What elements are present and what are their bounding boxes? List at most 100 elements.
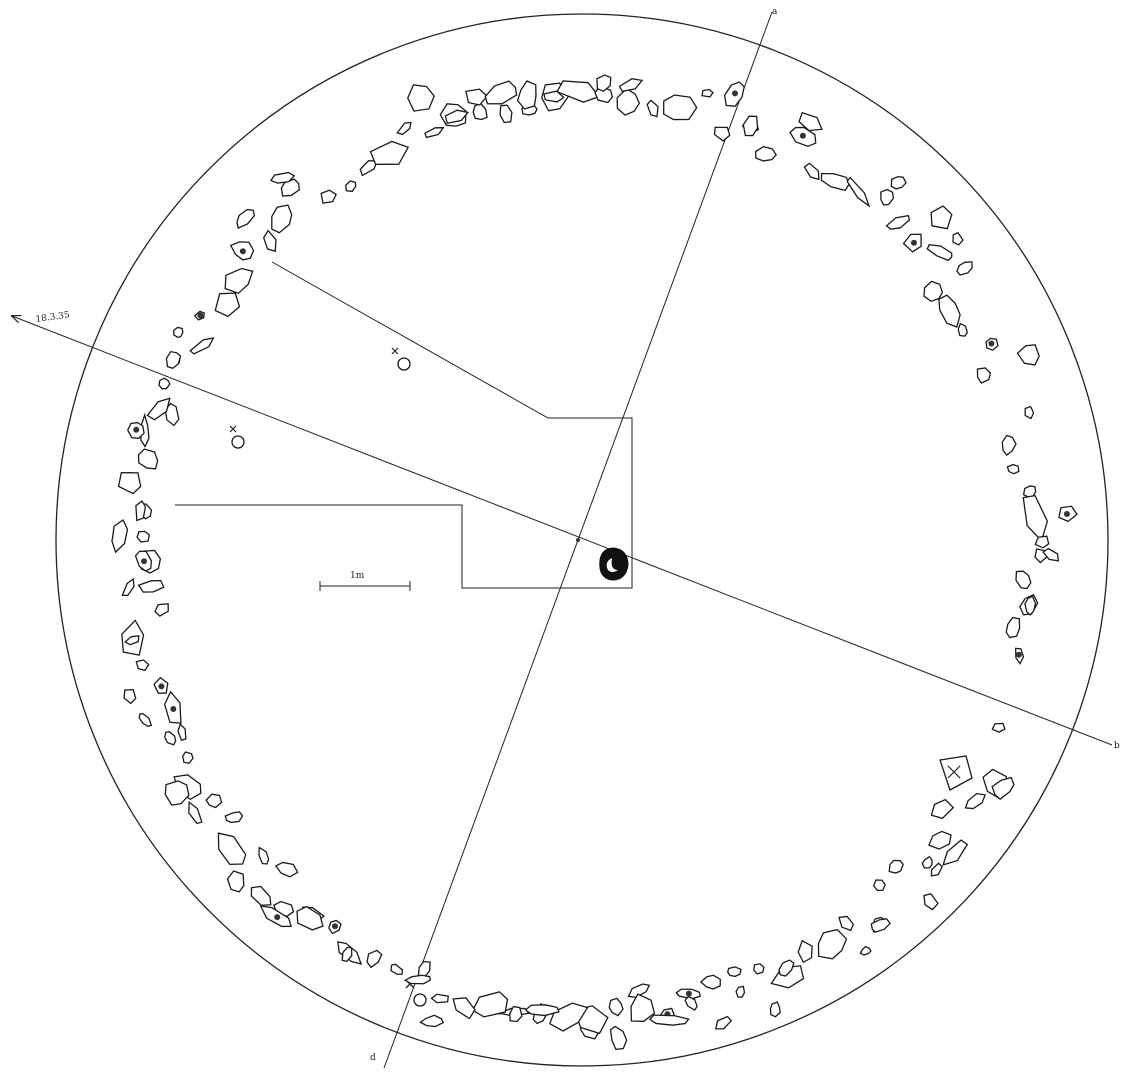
stone: [182, 751, 194, 764]
stone: [699, 974, 721, 990]
stone: [930, 205, 953, 230]
stone: [928, 830, 952, 850]
stone: [991, 776, 1015, 800]
stone: [117, 471, 142, 495]
stone: [258, 846, 270, 865]
stone: [465, 88, 488, 106]
stone: [872, 879, 887, 892]
stone: [471, 991, 509, 1018]
stone: [956, 261, 973, 276]
scale-bar-label: 1m: [350, 571, 365, 581]
stone: [345, 180, 357, 193]
stone: [137, 579, 165, 593]
stone: [523, 1004, 560, 1017]
stone: [798, 111, 823, 132]
stone: [663, 94, 698, 121]
stone: [484, 80, 518, 105]
stone: [226, 870, 245, 893]
stone-marker: [274, 914, 281, 921]
stone: [269, 171, 296, 184]
stone: [1022, 494, 1049, 543]
stone-marker: [911, 239, 917, 246]
stone: [609, 1025, 628, 1051]
stone: [684, 995, 698, 1012]
stone: [618, 78, 644, 92]
stone: [123, 688, 137, 705]
find-marker-1: [391, 347, 411, 371]
stone: [870, 918, 891, 933]
stone: [646, 99, 659, 118]
stone-marker: [732, 90, 738, 97]
stone: [164, 780, 190, 806]
stone: [189, 337, 215, 355]
stone: [976, 367, 992, 384]
stone: [888, 859, 904, 874]
stone: [499, 104, 513, 124]
annotation-arrow-label: 18.3.35: [35, 310, 71, 325]
stone: [817, 928, 848, 960]
stone-marker: [239, 248, 246, 255]
stone: [396, 121, 412, 136]
excavation-trench: [175, 261, 633, 589]
stone-marker: [799, 132, 806, 139]
stone: [938, 294, 961, 328]
stone-marker: [1015, 651, 1022, 658]
stone: [1016, 344, 1040, 366]
stone: [262, 229, 277, 253]
stone: [1024, 405, 1035, 420]
stone-ring: [111, 74, 1078, 1051]
stone: [444, 109, 470, 125]
stone: [224, 267, 254, 295]
stone: [930, 798, 955, 820]
stone: [424, 127, 445, 139]
axis-label-north: a: [772, 7, 778, 17]
stone-marker: [158, 683, 165, 690]
stone-marker: [141, 558, 147, 565]
stone: [769, 1001, 781, 1018]
stone: [838, 915, 855, 932]
stone: [341, 946, 353, 963]
stone: [930, 862, 943, 877]
stone: [407, 84, 435, 112]
stone: [205, 793, 223, 809]
stone: [957, 322, 968, 337]
stone: [701, 88, 714, 98]
stone: [742, 115, 759, 137]
find-marker-4: [939, 755, 973, 791]
stone: [778, 959, 795, 977]
stone: [419, 1014, 445, 1028]
stone: [154, 603, 169, 617]
stone: [1006, 463, 1020, 475]
stone: [136, 530, 150, 543]
stone: [250, 885, 272, 906]
stone: [224, 811, 244, 824]
stone-marker: [1063, 511, 1070, 517]
stone: [135, 500, 147, 522]
stone-marker: [133, 426, 140, 433]
stone-marker: [332, 923, 338, 930]
stone: [320, 189, 337, 204]
stone-marker: [170, 706, 177, 712]
stone: [366, 949, 383, 969]
scale-bar: 1m: [319, 571, 411, 591]
stone: [369, 140, 410, 165]
stone: [735, 985, 746, 998]
stone: [236, 208, 256, 230]
find-marker-2: [229, 425, 245, 449]
axis-label-south: d: [370, 1053, 376, 1063]
stone: [430, 993, 450, 1004]
stone: [164, 731, 177, 746]
stone: [188, 800, 203, 825]
stone: [1034, 535, 1050, 549]
stone: [1042, 547, 1060, 562]
stone: [952, 231, 964, 246]
stone: [158, 377, 171, 390]
stone: [926, 243, 953, 262]
stone: [630, 993, 656, 1022]
stone: [648, 1014, 690, 1026]
stone: [137, 448, 159, 470]
stone: [942, 839, 969, 866]
stone: [820, 172, 850, 192]
stone: [1005, 616, 1021, 639]
